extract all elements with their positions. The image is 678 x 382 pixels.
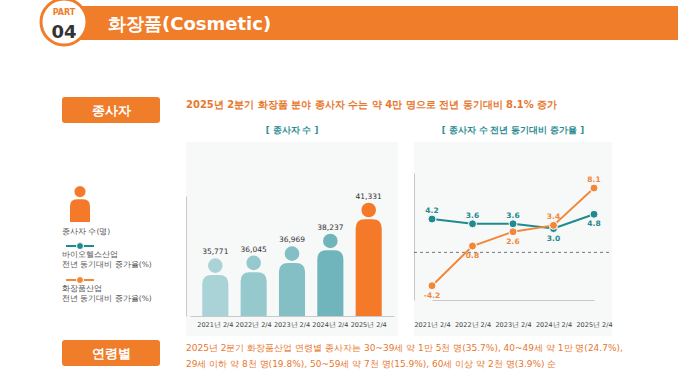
plot-background	[186, 142, 398, 336]
part-label: PART	[53, 8, 76, 17]
y-axis-line	[414, 174, 415, 301]
series-marker	[590, 184, 598, 192]
data-label: 4.2	[425, 206, 438, 215]
x-tick-label: 2025년 2/4	[351, 321, 387, 329]
x-tick: 2024년 2/4	[536, 300, 572, 329]
section-label-box	[62, 97, 160, 123]
legend-label-line: 전년 동기대비 증가율(%)	[62, 294, 152, 303]
plot-background	[414, 142, 612, 336]
x-tick-label: 2023년 2/4	[495, 321, 531, 329]
series-line	[432, 188, 594, 286]
data-label: 0.8	[466, 251, 479, 260]
x-axis-line	[433, 300, 595, 301]
chart-title: [ 종사자 수 전년 동기대비 증가율 ]	[442, 125, 585, 135]
legend-label: 종사자 수(명)	[62, 227, 110, 236]
x-tick: 2025년 2/4	[351, 316, 387, 329]
data-label: 36,045	[241, 245, 267, 254]
data-label: 8.1	[587, 175, 600, 184]
series-marker	[550, 221, 558, 229]
x-tick-label: 2021년 2/4	[414, 321, 450, 329]
x-tick-label: 2023년 2/4	[274, 321, 310, 329]
data-label: 3.6	[466, 211, 479, 220]
x-axis: 2021년 2/42022년 2/42023년 2/42024년 2/42025…	[191, 316, 395, 329]
series-marker	[509, 228, 517, 236]
legend-marker	[77, 243, 84, 250]
x-tick: 2025년 2/4	[576, 300, 612, 329]
data-label: 3.6	[506, 211, 519, 220]
x-axis: 2021년 2/4 2022년 2/4 2023년 2/4 2024년 2/4 2025…	[414, 300, 612, 329]
legend-icon	[70, 186, 90, 222]
series-marker	[428, 282, 436, 290]
bar-person	[317, 234, 343, 316]
section-label: 연령별	[92, 346, 131, 361]
data-label: 38,237	[317, 223, 343, 232]
x-tick: 2022년 2/4	[455, 300, 491, 329]
data-label: 35,771	[202, 247, 228, 256]
section-label: 종사자	[92, 103, 131, 118]
plot-area	[428, 184, 598, 290]
x-tick-label: 2021년 2/4	[197, 321, 233, 329]
page-svg: PART 04 화장품(Cosmetic) 종사자 2025년 2분기 화장품 분야 종…	[0, 0, 678, 382]
x-axis-line	[191, 316, 395, 317]
plot-area	[202, 203, 381, 316]
bar-person	[356, 203, 382, 316]
data-label: 36,969	[279, 235, 305, 244]
x-tick-label: 2025년 2/4	[576, 321, 612, 329]
legend-label-line: 전년 동기대비 증가율(%)	[62, 260, 152, 269]
series-marker	[509, 220, 517, 228]
y-axis	[414, 174, 416, 301]
y-axis-line	[186, 197, 187, 317]
x-tick: 2023년 2/4	[495, 300, 531, 329]
data-label: 2.6	[506, 237, 519, 246]
page-root: PART 04 화장품(Cosmetic) 종사자 2025년 2분기 화장품 분야 종…	[0, 0, 678, 382]
part-number: 04	[51, 21, 76, 42]
x-tick: 2022년 2/4	[236, 316, 272, 329]
x-tick: 2021년 2/4	[414, 300, 450, 329]
x-tick-label: 2024년 2/4	[312, 321, 348, 329]
legend-marker	[77, 277, 84, 284]
data-label: 3.0	[547, 234, 560, 243]
page-title: 화장품(Cosmetic)	[108, 13, 271, 34]
legend-label: 바이오헬스산업전년 동기대비 증가율(%)	[62, 250, 152, 269]
x-tick-label: 2022년 2/4	[236, 321, 272, 329]
legend-label-line: 바이오헬스산업	[62, 250, 118, 259]
data-label: 3.4	[547, 212, 560, 221]
x-tick-label: 2022년 2/4	[455, 321, 491, 329]
legend-label-line: 화장품산업	[62, 284, 102, 293]
grid-line	[414, 252, 612, 253]
part-badge	[41, 0, 87, 45]
data-label: 4.8	[587, 219, 600, 228]
section-label-box	[62, 340, 160, 366]
series-marker	[469, 242, 477, 250]
bar-person	[241, 256, 267, 316]
section-text: 2025년 2분기 화장품 분야 종사자 수는 약 4만 명으로 전년 동기대비…	[186, 99, 557, 110]
x-tick-label: 2024년 2/4	[536, 321, 572, 329]
bar-person	[279, 246, 305, 316]
header-bar	[78, 6, 678, 40]
series-marker	[590, 210, 598, 218]
section-text: 29세 이하 약 8천 명(19.8%), 50~59세 약 7천 명(15.9…	[186, 359, 556, 369]
x-tick: 2021년 2/4	[197, 316, 233, 329]
legend-label: 화장품산업전년 동기대비 증가율(%)	[62, 284, 152, 303]
y-axis	[186, 197, 187, 317]
section-text: 2025년 2분기 화장품산업 연령별 종사자는 30~39세 약 1만 5천 …	[186, 343, 623, 353]
x-tick: 2024년 2/4	[312, 316, 348, 329]
series-marker	[469, 220, 477, 228]
x-tick: 2023년 2/4	[274, 316, 310, 329]
chart-title: [ 종사자 수 ]	[266, 125, 319, 135]
data-label: 41,331	[356, 192, 382, 201]
bar-person	[202, 258, 228, 316]
series-marker	[428, 215, 436, 223]
data-label: -4.2	[424, 291, 440, 300]
